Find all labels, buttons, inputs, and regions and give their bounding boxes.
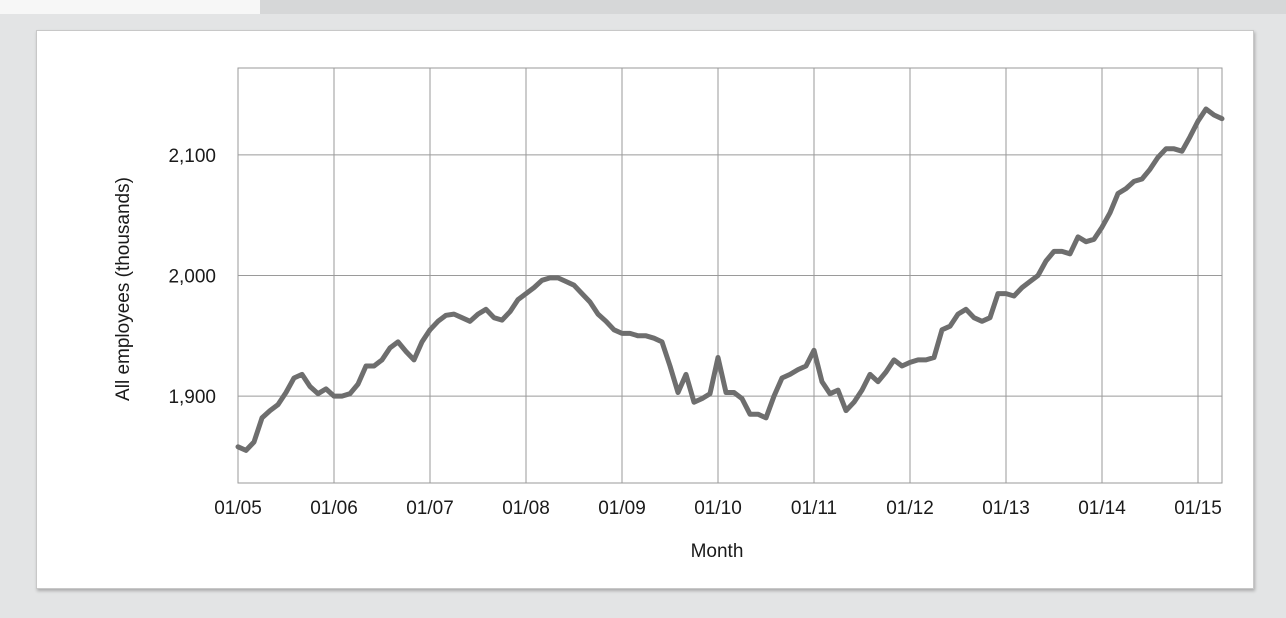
top-strip-shadow (260, 0, 1286, 14)
y-tick-label: 1,900 (168, 387, 216, 408)
x-tick-label: 01/11 (791, 498, 837, 519)
top-strip (0, 0, 260, 14)
x-tick-label: 01/09 (598, 498, 646, 519)
x-tick-label: 01/12 (886, 498, 934, 519)
y-tick-label: 2,100 (168, 146, 216, 167)
x-tick-label: 01/15 (1174, 498, 1222, 519)
x-tick-label: 01/07 (406, 498, 454, 519)
series-lines (235, 106, 1225, 453)
x-tick-label: 01/05 (214, 498, 262, 519)
x-tick-label: 01/13 (982, 498, 1030, 519)
grid (237, 67, 1223, 484)
x-tick-label: 01/10 (694, 498, 742, 519)
chart-card (36, 30, 1254, 589)
x-tick-label: 01/14 (1078, 498, 1126, 519)
y-axis-title: All employees (thousands) (113, 177, 134, 401)
series-line (235, 106, 1225, 453)
x-tick-label: 01/08 (502, 498, 550, 519)
x-axis-title: Month (691, 541, 744, 562)
y-tick-label: 2,000 (168, 267, 216, 288)
y-tick-labels: 1,900 2,000 2,100 (168, 146, 216, 408)
x-tick-label: 01/06 (310, 498, 358, 519)
x-tick-labels: 01/05 01/06 01/07 01/08 01/09 01/10 01/11 01/12… (214, 498, 1222, 519)
